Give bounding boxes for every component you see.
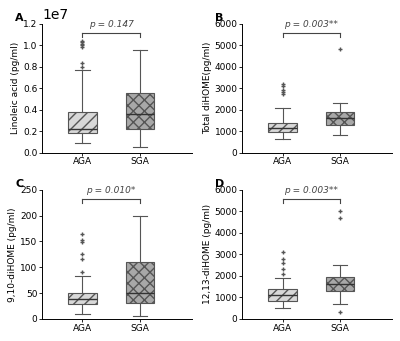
- Text: p = 0.010*: p = 0.010*: [86, 186, 136, 195]
- Y-axis label: 12,13-diHOME (pg/ml): 12,13-diHOME (pg/ml): [203, 204, 212, 305]
- PathPatch shape: [326, 277, 354, 291]
- Text: p = 0.003**: p = 0.003**: [284, 186, 338, 195]
- Text: p = 0.147: p = 0.147: [89, 20, 134, 29]
- Text: D: D: [216, 179, 225, 190]
- Y-axis label: Linoleic acid (pg/ml): Linoleic acid (pg/ml): [11, 42, 20, 134]
- PathPatch shape: [268, 289, 297, 300]
- PathPatch shape: [326, 112, 354, 124]
- Y-axis label: Total diHOME(pg/ml): Total diHOME(pg/ml): [203, 42, 212, 134]
- Text: A: A: [15, 13, 24, 23]
- PathPatch shape: [68, 293, 97, 305]
- PathPatch shape: [126, 262, 154, 303]
- Text: p = 0.003**: p = 0.003**: [284, 20, 338, 29]
- Text: C: C: [15, 179, 24, 190]
- Y-axis label: 9,10-diHOME (pg/ml): 9,10-diHOME (pg/ml): [8, 207, 17, 301]
- Text: B: B: [216, 13, 224, 23]
- PathPatch shape: [126, 93, 154, 129]
- PathPatch shape: [268, 123, 297, 132]
- PathPatch shape: [68, 112, 97, 133]
